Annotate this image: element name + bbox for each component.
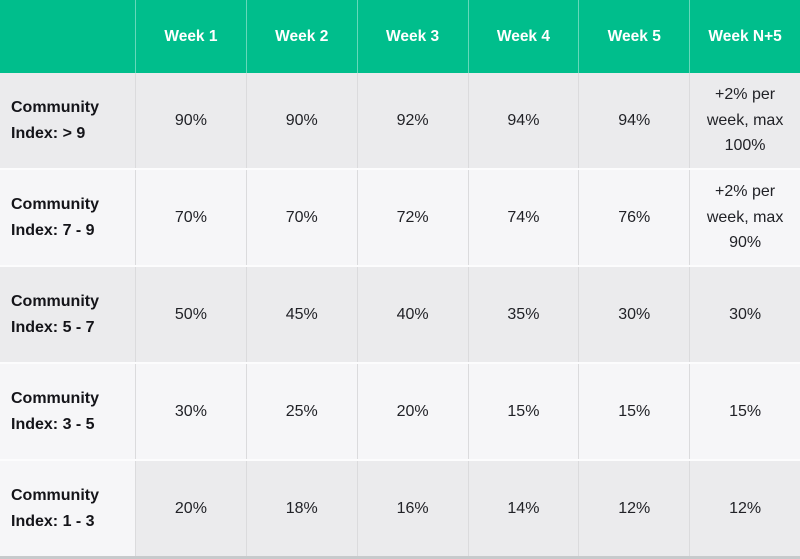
value-cell: 30%	[578, 267, 690, 362]
row-label-line1: Community	[11, 195, 99, 213]
value-cell: 92%	[356, 73, 468, 168]
row-label: Community Index: 7 - 9	[0, 170, 135, 265]
value-cell: 90%	[245, 73, 357, 168]
row-label-line1: Community	[11, 98, 99, 116]
value-cell: 74%	[467, 170, 579, 265]
table-row: Community Index: 3 - 5 30% 25% 20% 15% 15% 15%	[0, 362, 800, 459]
row-label: Community Index: > 9	[0, 73, 135, 168]
value-cell: 35%	[467, 267, 579, 362]
header-cell-week-2: Week 2	[245, 0, 357, 73]
value-cell: 50%	[135, 267, 246, 362]
value-cell: 12%	[689, 461, 800, 556]
value-cell: 70%	[245, 170, 357, 265]
header-cell-week-3: Week 3	[356, 0, 468, 73]
header-cell-week-4: Week 4	[467, 0, 579, 73]
row-label-line1: Community	[11, 389, 99, 407]
value-cell: 72%	[356, 170, 468, 265]
value-cell: 30%	[689, 267, 800, 362]
row-label-line2: Index: 3 - 5	[11, 415, 95, 433]
row-label-line2: Index: > 9	[11, 124, 86, 142]
value-cell: 25%	[245, 364, 357, 459]
table-row: Community Index: 1 - 3 20% 18% 16% 14% 12% 12%	[0, 459, 800, 556]
row-label-line1: Community	[11, 292, 99, 310]
table-header: Week 1 Week 2 Week 3 Week 4 Week 5 Week N+5	[0, 0, 800, 73]
row-label: Community Index: 1 - 3	[0, 461, 135, 556]
header-cell-week-5: Week 5	[578, 0, 689, 73]
value-cell: 70%	[135, 170, 246, 265]
value-cell: 40%	[356, 267, 468, 362]
table-row: Community Index: 5 - 7 50% 45% 40% 35% 30% 30%	[0, 265, 800, 362]
header-corner-cell	[0, 0, 135, 73]
table-row: Community Index: > 9 90% 90% 92% 94% 94% +2% pe…	[0, 73, 800, 168]
row-label-line1: Community	[11, 486, 99, 504]
row-label-line2: Index: 5 - 7	[11, 318, 95, 336]
table-body: Community Index: > 9 90% 90% 92% 94% 94% +2% pe…	[0, 73, 800, 556]
value-cell: 94%	[578, 73, 690, 168]
value-cell: 18%	[245, 461, 357, 556]
value-cell: 76%	[578, 170, 690, 265]
value-cell: 15%	[578, 364, 690, 459]
row-label-line2: Index: 1 - 3	[11, 512, 95, 530]
value-cell: 15%	[467, 364, 579, 459]
value-cell: +2% per week, max 100%	[689, 73, 800, 168]
value-cell: 20%	[356, 364, 468, 459]
value-cell: 12%	[578, 461, 690, 556]
value-cell: +2% per week, max 90%	[689, 170, 800, 265]
row-label-line2: Index: 7 - 9	[11, 221, 95, 239]
value-cell: 16%	[356, 461, 468, 556]
value-cell: 15%	[689, 364, 800, 459]
value-cell: 90%	[135, 73, 246, 168]
value-cell: 45%	[245, 267, 357, 362]
table-row: Community Index: 7 - 9 70% 70% 72% 74% 76% +2% …	[0, 168, 800, 265]
value-cell: 94%	[467, 73, 579, 168]
row-label: Community Index: 5 - 7	[0, 267, 135, 362]
value-cell: 30%	[135, 364, 246, 459]
value-cell: 14%	[467, 461, 579, 556]
value-cell: 20%	[135, 461, 246, 556]
header-cell-week-n-5: Week N+5	[689, 0, 800, 73]
header-cell-week-1: Week 1	[135, 0, 246, 73]
row-label: Community Index: 3 - 5	[0, 364, 135, 459]
